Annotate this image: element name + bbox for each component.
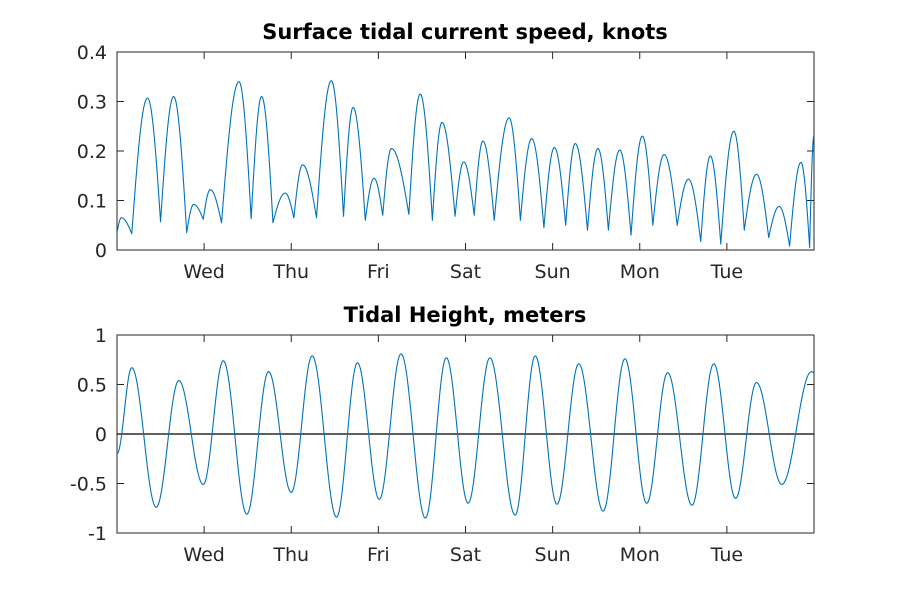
- current-speed-line: [116, 80, 815, 249]
- y-tick-label: 0.2: [77, 141, 107, 163]
- x-tick-label: Wed: [183, 544, 224, 566]
- y-tick-label: 0.3: [77, 92, 107, 114]
- x-tick-label: Tue: [710, 544, 743, 566]
- x-tick-label: Thu: [272, 261, 309, 283]
- x-tick-label: Fri: [367, 261, 390, 283]
- y-tick-label: 0: [95, 424, 107, 446]
- current-speed-panel: Surface tidal current speed, knots 00.10…: [77, 20, 815, 283]
- x-tick-label: Sat: [450, 544, 481, 566]
- y-tick-label: 0.1: [77, 191, 107, 213]
- tidal-height-title: Tidal Height, meters: [344, 303, 587, 327]
- tidal-height-panel: Tidal Height, meters -1 -0.5 0 0.5 1 Wed Thu Fr…: [70, 303, 815, 566]
- x-tick-label: Sun: [535, 261, 571, 283]
- y-tick-label: 1: [95, 325, 107, 347]
- x-tick-label: Sat: [450, 261, 481, 283]
- x-tick-label: Sun: [535, 544, 571, 566]
- y-tick-label: 0: [95, 240, 107, 262]
- x-tick-label: Wed: [183, 261, 224, 283]
- tidal-height-line: [116, 353, 815, 519]
- current-speed-title: Surface tidal current speed, knots: [262, 20, 668, 44]
- x-tick-label: Mon: [620, 261, 660, 283]
- y-tick-label: 0.4: [77, 42, 107, 64]
- y-tick-label: -1: [88, 523, 107, 545]
- current-speed-ticks: 0 0.1 0.2 0.3 0.4 Wed Thu Fri Sat Sun Mon Tue: [77, 42, 814, 283]
- x-tick-label: Fri: [367, 544, 390, 566]
- x-tick-label: Mon: [620, 544, 660, 566]
- tidal-height-ticks: -1 -0.5 0 0.5 1 Wed Thu Fri Sat Sun Mon Tue: [70, 325, 814, 566]
- y-tick-label: -0.5: [70, 474, 107, 496]
- x-tick-label: Tue: [710, 261, 743, 283]
- x-tick-label: Thu: [272, 544, 309, 566]
- y-tick-label: 0.5: [77, 375, 107, 397]
